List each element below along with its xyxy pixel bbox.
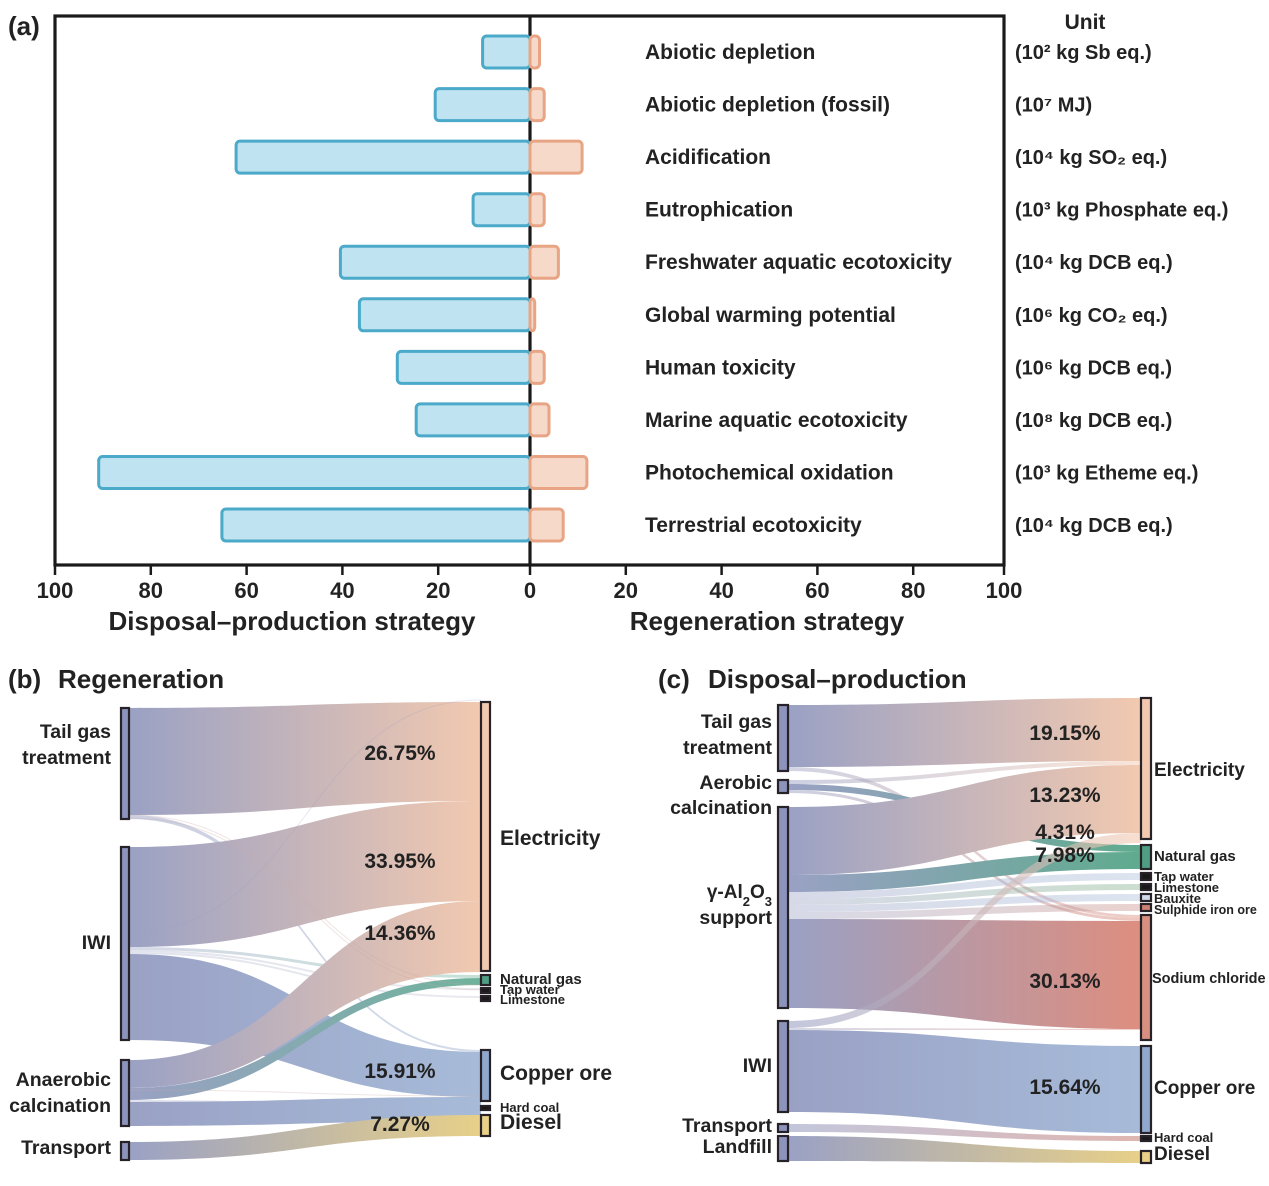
svg-text:Marine aquatic ecotoxicity: Marine aquatic ecotoxicity xyxy=(645,409,908,432)
svg-text:Aerobic: Aerobic xyxy=(699,772,772,794)
svg-text:Electricity: Electricity xyxy=(500,827,601,850)
svg-text:7.98%: 7.98% xyxy=(1035,844,1095,867)
svg-text:Landfill: Landfill xyxy=(703,1136,772,1158)
svg-text:Transport: Transport xyxy=(21,1137,111,1159)
svg-text:100: 100 xyxy=(37,578,74,603)
svg-text:(10⁶ kg DCB eq.): (10⁶ kg DCB eq.) xyxy=(1015,357,1172,379)
svg-text:treatment: treatment xyxy=(22,747,111,769)
svg-text:Limestone: Limestone xyxy=(500,992,565,1007)
svg-text:(10³ kg Phosphate eq.): (10³ kg Phosphate eq.) xyxy=(1015,200,1228,222)
svg-text:20: 20 xyxy=(614,578,638,603)
svg-text:100: 100 xyxy=(986,578,1023,603)
svg-text:Abiotic depletion (fossil): Abiotic depletion (fossil) xyxy=(645,94,890,117)
svg-text:(10⁶ kg CO₂ eq.): (10⁶ kg CO₂ eq.) xyxy=(1015,305,1168,327)
svg-text:(10⁸ kg DCB eq.): (10⁸ kg DCB eq.) xyxy=(1015,410,1172,432)
svg-text:Acidification: Acidification xyxy=(645,146,771,169)
svg-text:Global warming potential: Global warming potential xyxy=(645,304,896,327)
svg-text:calcination: calcination xyxy=(9,1095,111,1117)
svg-text:Photochemical oxidation: Photochemical oxidation xyxy=(645,462,894,485)
svg-text:(10⁷ MJ): (10⁷ MJ) xyxy=(1015,95,1092,117)
svg-text:30.13%: 30.13% xyxy=(1029,970,1101,993)
svg-text:(b): (b) xyxy=(8,664,41,694)
svg-text:support: support xyxy=(699,907,772,929)
svg-text:Terrestrial ecotoxicity: Terrestrial ecotoxicity xyxy=(645,514,862,537)
svg-text:γ-Al2O3: γ-Al2O3 xyxy=(707,882,772,909)
svg-text:Electricity: Electricity xyxy=(1154,760,1245,781)
svg-text:Human toxicity: Human toxicity xyxy=(645,356,796,379)
svg-text:80: 80 xyxy=(901,578,925,603)
svg-text:Tail gas: Tail gas xyxy=(40,721,111,743)
svg-text:Anaerobic: Anaerobic xyxy=(16,1069,112,1091)
svg-text:80: 80 xyxy=(139,578,163,603)
svg-text:(c): (c) xyxy=(658,664,690,694)
svg-text:(10⁴ kg SO₂ eq.): (10⁴ kg SO₂ eq.) xyxy=(1015,147,1167,169)
svg-text:Diesel: Diesel xyxy=(1154,1144,1210,1165)
svg-text:60: 60 xyxy=(805,578,829,603)
svg-text:7.27%: 7.27% xyxy=(370,1113,430,1136)
svg-text:Sodium chloride: Sodium chloride xyxy=(1152,971,1266,987)
svg-text:0: 0 xyxy=(524,578,536,603)
svg-text:60: 60 xyxy=(234,578,258,603)
svg-text:4.31%: 4.31% xyxy=(1035,821,1095,844)
svg-text:40: 40 xyxy=(330,578,354,603)
svg-text:(10⁴ kg DCB eq.): (10⁴ kg DCB eq.) xyxy=(1015,252,1173,274)
svg-text:calcination: calcination xyxy=(670,797,772,819)
svg-text:Diesel: Diesel xyxy=(500,1111,562,1134)
svg-text:Natural gas: Natural gas xyxy=(1154,848,1236,865)
svg-text:(10⁴ kg DCB eq.): (10⁴ kg DCB eq.) xyxy=(1015,515,1173,537)
svg-text:Sulphide iron ore: Sulphide iron ore xyxy=(1154,903,1257,917)
svg-text:26.75%: 26.75% xyxy=(364,742,436,765)
svg-text:Freshwater aquatic ecotoxicity: Freshwater aquatic ecotoxicity xyxy=(645,251,952,274)
svg-text:treatment: treatment xyxy=(683,737,772,759)
svg-text:(10³ kg Etheme eq.): (10³ kg Etheme eq.) xyxy=(1015,463,1198,485)
svg-text:13.23%: 13.23% xyxy=(1029,784,1101,807)
svg-text:Transport: Transport xyxy=(682,1115,772,1137)
svg-text:IWI: IWI xyxy=(743,1055,772,1077)
svg-text:Regeneration strategy: Regeneration strategy xyxy=(630,606,905,636)
svg-text:15.91%: 15.91% xyxy=(364,1060,436,1083)
svg-text:33.95%: 33.95% xyxy=(364,850,436,873)
svg-text:Regeneration: Regeneration xyxy=(58,664,224,694)
svg-text:14.36%: 14.36% xyxy=(364,922,436,945)
svg-text:19.15%: 19.15% xyxy=(1029,722,1101,745)
svg-text:Disposal–production strategy: Disposal–production strategy xyxy=(109,606,476,636)
svg-text:Unit: Unit xyxy=(1065,11,1106,34)
svg-text:Eutrophication: Eutrophication xyxy=(645,199,793,222)
svg-text:Disposal–production: Disposal–production xyxy=(708,664,967,694)
svg-text:(10² kg Sb eq.): (10² kg Sb eq.) xyxy=(1015,42,1152,64)
svg-text:Copper ore: Copper ore xyxy=(500,1062,612,1085)
svg-text:20: 20 xyxy=(426,578,450,603)
svg-text:Tail gas: Tail gas xyxy=(701,711,772,733)
svg-text:Abiotic depletion: Abiotic depletion xyxy=(645,41,815,64)
svg-text:40: 40 xyxy=(709,578,733,603)
svg-text:15.64%: 15.64% xyxy=(1029,1076,1101,1099)
svg-text:(a): (a) xyxy=(8,11,40,41)
svg-text:Copper ore: Copper ore xyxy=(1154,1078,1255,1099)
svg-text:Hard coal: Hard coal xyxy=(1154,1130,1213,1145)
svg-text:IWI: IWI xyxy=(82,932,111,954)
